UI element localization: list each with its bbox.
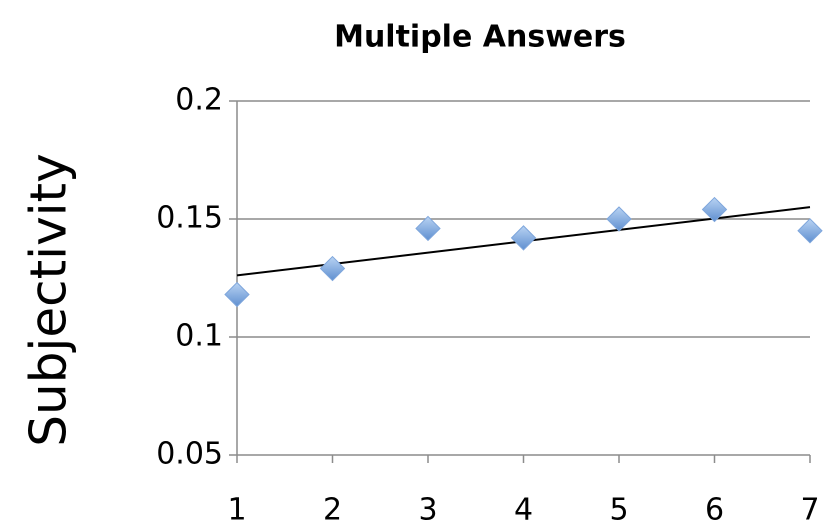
y-tick-label: 0.2 bbox=[175, 83, 223, 118]
data-point bbox=[797, 218, 823, 244]
x-tick-label: 4 bbox=[514, 493, 533, 528]
data-point bbox=[415, 215, 441, 242]
data-point bbox=[510, 225, 537, 251]
data-point bbox=[701, 196, 728, 223]
data-point bbox=[319, 255, 346, 282]
chart-title: Multiple Answers bbox=[334, 20, 626, 55]
x-tick-label: 5 bbox=[609, 493, 628, 528]
x-tick-label: 1 bbox=[227, 493, 246, 528]
x-tick-label: 2 bbox=[323, 493, 342, 528]
data-point bbox=[224, 281, 250, 308]
x-tick-label: 3 bbox=[418, 493, 437, 528]
y-tick-label: 0.05 bbox=[156, 437, 223, 472]
data-point bbox=[606, 206, 632, 232]
x-tick-label: 7 bbox=[800, 493, 819, 528]
x-tick-label: 6 bbox=[705, 493, 724, 528]
y-axis-label: Subjectivity bbox=[20, 153, 78, 446]
y-tick-label: 0.1 bbox=[175, 319, 223, 354]
y-tick-label: 0.15 bbox=[156, 201, 223, 236]
